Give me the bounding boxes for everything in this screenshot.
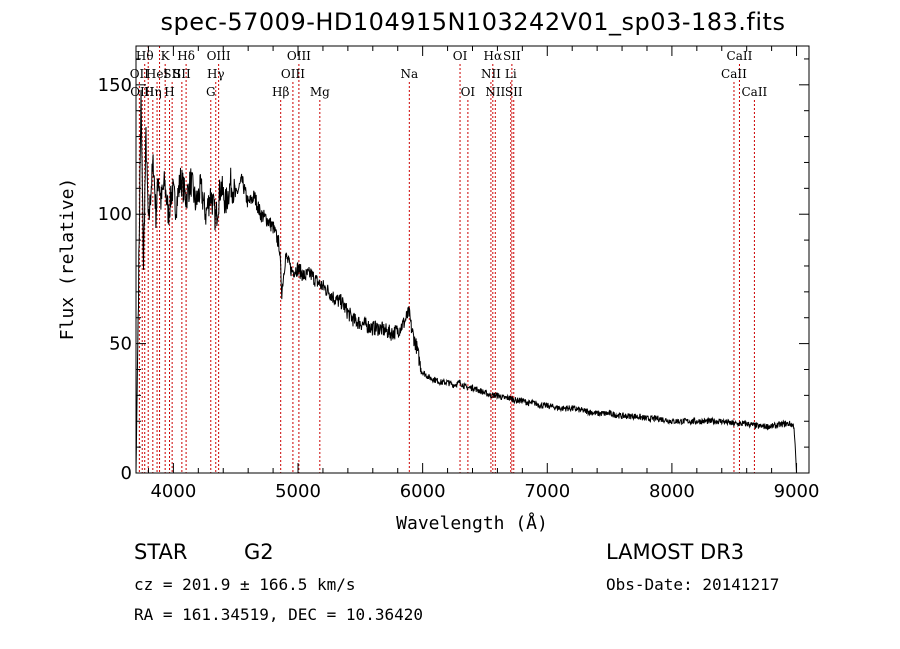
line-label-22: NII [481,67,501,81]
x-tick-label-4000: 4000 [150,481,196,502]
plot-frame [135,45,810,474]
emission-lines-layer [138,46,755,473]
line-label-29: CaII [727,49,753,63]
chart-title: spec-57009-HD104915N103242V01_sp03-183.f… [160,8,786,36]
line-label-15: Hβ [272,85,289,99]
x-tick-label-7000: 7000 [524,481,570,502]
line-label-12: G [206,85,216,99]
line-label-0: OII [130,67,150,81]
axes-layer: 4000 5000 6000 7000 8000 9000 0 50 100 150 [98,46,820,502]
line-label-25: Li [505,67,517,81]
x-tick-label-6000: 6000 [400,481,446,502]
line-label-20: OI [453,49,468,63]
x-tick-label-8000: 8000 [649,481,695,502]
line-label-24: NII [485,85,505,99]
line-label-9: SII [163,67,181,81]
observation-date: Obs-Date: 20141217 [606,575,780,594]
y-tick-label-50: 50 [109,334,132,355]
spectrum-layer [135,89,797,474]
line-label-10: Hδ [177,49,195,63]
line-label-14: OIII [207,49,231,63]
line-label-13: Hγ [207,67,225,81]
line-label-17: OIII [287,49,311,63]
line-label-16: OIII [281,67,305,81]
line-label-23: Hα [484,49,503,63]
x-tick-label-9000: 9000 [774,481,820,502]
line-label-4: Hη [144,85,162,99]
line-label-5: HeI [146,67,169,81]
line-label-26: SII [503,49,521,63]
line-labels-layer: OIIOIIIHθHηHeIKHSIIHδSIIGHγOIIIHβOIIIOII… [130,49,768,99]
line-label-21: OI [461,85,476,99]
line-label-7: K [161,49,171,63]
coordinates: RA = 161.34519, DEC = 10.36420 [134,605,423,624]
x-axis-label: Wavelength (Å) [396,512,548,534]
object-subclass: G2 [244,540,274,564]
line-label-8: H [164,85,174,99]
line-label-2: Hθ [136,49,154,63]
y-axis-label: Flux (relative) [57,178,78,341]
line-label-27: SII [505,85,523,99]
spectrum-line [135,89,797,474]
x-tick-label-5000: 5000 [275,481,321,502]
survey-name: LAMOST DR3 [606,540,745,564]
line-label-28: CaII [721,67,747,81]
line-label-11: SII [173,67,191,81]
line-label-30: CaII [741,85,767,99]
object-class: STAR [134,540,188,564]
redshift-cz: cz = 201.9 ± 166.5 km/s [134,575,356,594]
line-label-18: Mg [310,85,330,99]
y-tick-label-0: 0 [121,463,132,484]
y-tick-label-100: 100 [98,204,132,225]
line-label-19: Na [400,67,418,81]
y-tick-label-150: 150 [98,75,132,96]
